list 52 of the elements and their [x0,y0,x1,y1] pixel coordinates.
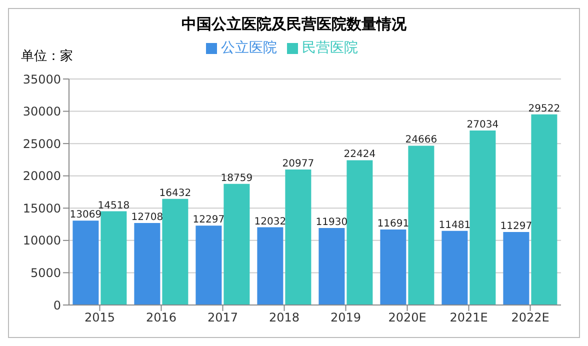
y-tick-label: 30000 [22,104,61,119]
x-tick-label: 2020E [388,310,426,325]
chart-title: 中国公立医院及民营医院数量情况 [180,15,408,34]
bar [531,114,558,305]
x-tick-label: 2018 [268,310,300,325]
x-tick-label: 2022E [511,310,550,325]
data-label: 12032 [254,216,286,228]
x-tick-label: 2021E [450,310,488,325]
y-tick-label: 15000 [22,201,61,216]
x-tick-label: 2017 [207,310,238,325]
bar [196,226,222,305]
data-label: 12297 [192,214,225,226]
y-tick-label: 5000 [30,266,61,280]
bar [257,227,284,305]
bar [224,184,250,305]
bar [503,232,530,305]
data-label: 18759 [220,172,253,184]
data-label: 11297 [500,221,532,232]
x-tick-label: 2015 [84,310,116,325]
x-tick-label: 2019 [330,310,362,325]
data-label: 13069 [70,210,102,221]
data-label: 11691 [377,218,410,230]
bar [72,220,99,305]
data-label: 11481 [438,220,471,231]
bar [408,146,434,305]
bar [442,230,468,305]
data-label: 22424 [344,149,376,160]
y-tick-label: 0 [53,298,61,312]
legend-label: 公立医院 [221,40,277,56]
bar [470,130,496,305]
y-tick-label: 10000 [22,234,61,248]
bar [285,170,312,305]
y-tick-label: 35000 [22,72,61,86]
data-label: 29522 [528,103,560,114]
data-label: 12708 [131,212,164,223]
bar [318,228,345,305]
bar [134,222,160,305]
data-label: 24666 [405,134,438,146]
bar [346,160,373,305]
data-label: 27034 [466,119,499,130]
data-label: 16432 [159,188,192,199]
bar [380,230,406,305]
y-tick-label: 25000 [22,136,61,151]
legend-label: 民营医院 [302,40,358,56]
data-label: 20977 [282,158,314,170]
data-label: 14518 [98,200,130,212]
x-tick-label: 2016 [146,310,177,325]
y-axis-title: 单位：家 [21,48,73,65]
data-label: 11930 [316,216,348,228]
bar [100,211,127,305]
y-tick-label: 20000 [22,169,61,184]
bar [162,198,188,305]
